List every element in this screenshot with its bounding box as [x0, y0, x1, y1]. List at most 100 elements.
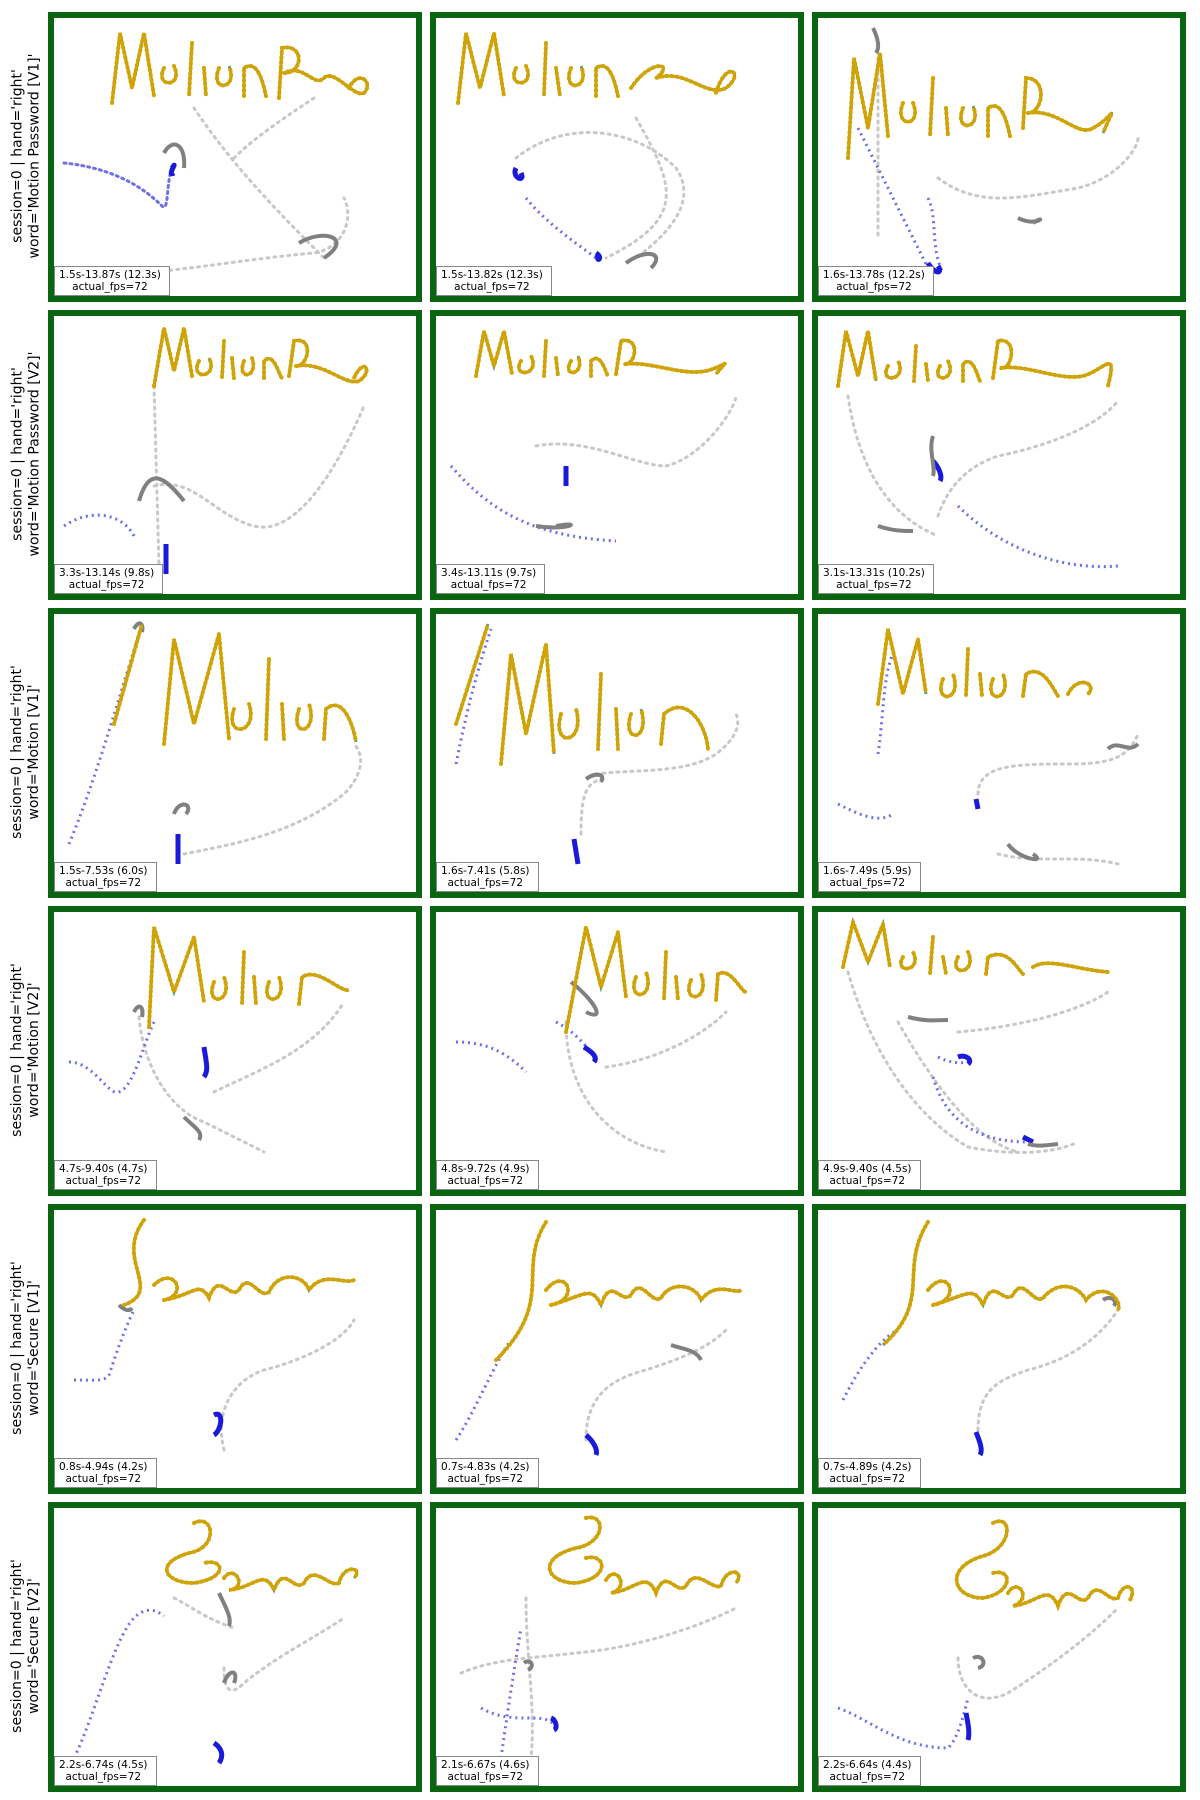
trajectory-plot [459, 1515, 741, 1760]
pause-mark [907, 1015, 1059, 1148]
trajectory-panel: 2.1s-6.67s (4.6s) actual_fps=72 [430, 1502, 804, 1792]
row-label-line2: word='Motion Password [V1]' [26, 53, 43, 259]
time-range: 3.1s-13.31s (10.2s) [823, 567, 925, 579]
idle-path [846, 970, 1110, 1154]
time-range-box: 3.3s-13.14s (9.8s) actual_fps=72 [54, 564, 164, 594]
handwriting-stroke [454, 623, 710, 765]
idle-path [846, 394, 1120, 538]
trajectory-plot [841, 914, 1110, 1154]
trajectory-plot [837, 1519, 1135, 1750]
fps-label: actual_fps=72 [836, 579, 912, 591]
idle-path [514, 116, 686, 260]
fps-label: actual_fps=72 [68, 579, 145, 591]
pause-mark [871, 27, 1043, 225]
row-label-line1: session=0 | hand='right' [9, 963, 25, 1137]
time-range-box: 2.2s-6.64s (4.4s) actual_fps=72 [818, 1756, 921, 1786]
time-range: 4.9s-9.40s (4.5s) [823, 1163, 912, 1175]
row-label-line1: session=0 | hand='right' [9, 69, 26, 243]
start-path [72, 1608, 165, 1759]
idle-path [182, 742, 363, 856]
handwriting-samples [454, 622, 710, 766]
row-label: session=0 | hand='right' word='Motion [V1… [6, 608, 46, 896]
pause-mark [162, 142, 339, 260]
time-range-box: 4.9s-9.40s (4.5s) actual_fps=72 [818, 1160, 921, 1190]
trajectory-plot [454, 622, 740, 865]
pause-mark [569, 980, 599, 1017]
start-end [168, 162, 177, 177]
handwriting-samples [147, 926, 351, 1029]
handwriting-samples [836, 330, 1114, 388]
trajectory-plot [449, 330, 738, 543]
start-end [925, 261, 943, 275]
start-path [455, 1020, 598, 1074]
row-label-line2: word='Motion Password [V2]' [26, 351, 43, 557]
pause-mark [132, 1004, 203, 1142]
row-label: session=0 | hand='right' word='Secure [V1… [6, 1204, 46, 1492]
time-range: 1.6s-13.78s (12.2s) [823, 269, 925, 281]
time-range: 0.7s-4.83s (4.2s) [441, 1461, 530, 1473]
time-range-box: 2.2s-6.74s (4.5s) actual_fps=72 [54, 1756, 157, 1786]
time-range-box: 3.4s-13.11s (9.7s) actual_fps=72 [436, 564, 546, 594]
trajectory-panel: 1.6s-13.78s (12.2s) actual_fps=72 [812, 12, 1186, 302]
handwriting-samples [122, 1218, 356, 1307]
time-range-box: 0.7s-4.83s (4.2s) actual_fps=72 [436, 1458, 539, 1488]
row-label-line2: word='Motion [V1]' [26, 684, 42, 820]
start-end [549, 1715, 559, 1733]
trajectory-plot [837, 628, 1140, 866]
handwriting-samples [547, 1515, 741, 1599]
trajectory-panel: 3.4s-13.11s (9.7s) actual_fps=72 [430, 310, 804, 600]
fps-label: actual_fps=72 [829, 1771, 906, 1783]
trajectory-plot [62, 32, 370, 278]
fps-label: actual_fps=72 [454, 281, 530, 293]
idle-path [956, 1606, 1120, 1700]
idle-path [976, 732, 1140, 866]
trajectory-panel: 1.5s-7.53s (6.0s) actual_fps=72 [48, 608, 422, 898]
idle-path [579, 712, 740, 836]
handwriting-samples [954, 1519, 1135, 1612]
handwriting-stroke [123, 1219, 355, 1307]
time-range-box: 0.7s-4.89s (4.2s) actual_fps=72 [818, 1458, 921, 1488]
start-path [63, 513, 136, 537]
start-path [524, 197, 597, 260]
handwriting-stroke [846, 52, 1114, 159]
start-path [62, 161, 174, 209]
start-path [837, 653, 895, 820]
trajectory-plot [68, 926, 351, 1154]
pause-mark [624, 251, 659, 270]
pause-mark [137, 476, 186, 503]
time-range: 2.1s-6.67s (4.6s) [441, 1759, 530, 1771]
time-range-box: 1.6s-13.78s (12.2s) actual_fps=72 [818, 266, 934, 296]
handwriting-samples [165, 1519, 359, 1596]
time-range: 4.7s-9.40s (4.7s) [59, 1163, 148, 1175]
trajectory-panel: 3.1s-13.31s (10.2s) actual_fps=72 [812, 310, 1186, 600]
row-label-line1: session=0 | hand='right' [9, 665, 25, 839]
trajectory-panel: 4.8s-9.72s (4.9s) actual_fps=72 [430, 906, 804, 1196]
row-label-line2: word='Secure [V2]' [26, 1578, 42, 1714]
start-end [212, 1411, 224, 1438]
trajectory-panel: 2.2s-6.64s (4.4s) actual_fps=72 [812, 1502, 1186, 1792]
idle-path [219, 1318, 356, 1452]
row-label: session=0 | hand='right' word='Motion Pas… [6, 310, 46, 598]
time-range-box: 1.5s-13.82s (12.3s) actual_fps=72 [436, 266, 552, 296]
start-path [956, 504, 1119, 569]
row-label-line2: word='Secure [V1]' [26, 1280, 42, 1416]
start-path [73, 1309, 136, 1382]
row-label: session=0 | hand='right' word='Motion [V2… [6, 906, 46, 1194]
row-label: session=0 | hand='right' word='Motion Pas… [6, 12, 46, 300]
pause-mark [1101, 1295, 1117, 1308]
time-range: 0.7s-4.89s (4.2s) [823, 1461, 912, 1473]
trajectory-panel: 0.8s-4.94s (4.2s) actual_fps=72 [48, 1204, 422, 1494]
idle-path [172, 1596, 346, 1692]
fps-label: actual_fps=72 [65, 1175, 142, 1187]
time-range-box: 1.5s-7.53s (6.0s) actual_fps=72 [54, 862, 157, 892]
start-end [582, 1044, 598, 1064]
trajectory-panel: 1.6s-7.49s (5.9s) actual_fps=72 [812, 608, 1186, 898]
fps-label: actual_fps=72 [65, 1473, 142, 1485]
start-end [584, 1433, 599, 1456]
idle-path [584, 1328, 728, 1442]
time-range-box: 2.1s-6.67s (4.6s) actual_fps=72 [436, 1756, 539, 1786]
pause-mark [117, 1303, 134, 1313]
time-range-box: 1.6s-7.41s (5.8s) actual_fps=72 [436, 862, 539, 892]
time-range-box: 4.8s-9.72s (4.9s) actual_fps=72 [436, 1160, 539, 1190]
row-label-line1: session=0 | hand='right' [9, 1559, 25, 1733]
